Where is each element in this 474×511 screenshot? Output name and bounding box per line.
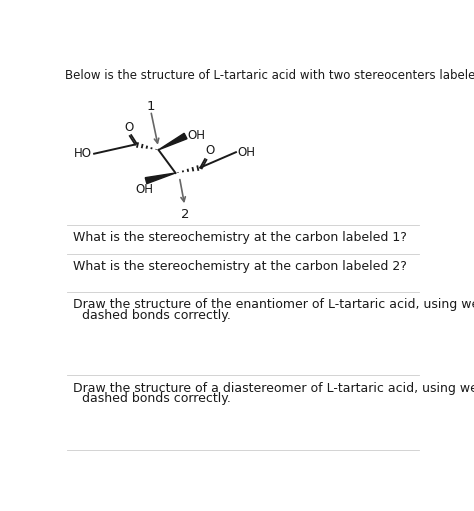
Text: 1: 1 <box>146 100 155 113</box>
Text: Draw the structure of the enantiomer of L-tartaric acid, using wedged and: Draw the structure of the enantiomer of … <box>73 298 474 312</box>
Text: OH: OH <box>136 183 154 196</box>
Polygon shape <box>158 133 187 150</box>
Polygon shape <box>145 173 175 183</box>
Text: Below is the structure of L-tartaric acid with two stereocenters labeled 1 and 2: Below is the structure of L-tartaric aci… <box>65 69 474 82</box>
Text: OH: OH <box>237 146 255 159</box>
Text: Draw the structure of a diastereomer of L-tartaric acid, using wedged and: Draw the structure of a diastereomer of … <box>73 382 474 394</box>
Text: dashed bonds correctly.: dashed bonds correctly. <box>82 309 231 322</box>
Text: O: O <box>124 121 134 134</box>
Text: HO: HO <box>74 147 92 160</box>
Text: What is the stereochemistry at the carbon labeled 1?: What is the stereochemistry at the carbo… <box>73 231 407 244</box>
Text: OH: OH <box>187 129 205 142</box>
Text: O: O <box>206 144 215 157</box>
Text: 2: 2 <box>181 207 189 221</box>
Text: What is the stereochemistry at the carbon labeled 2?: What is the stereochemistry at the carbo… <box>73 260 407 273</box>
Text: dashed bonds correctly.: dashed bonds correctly. <box>82 392 231 405</box>
